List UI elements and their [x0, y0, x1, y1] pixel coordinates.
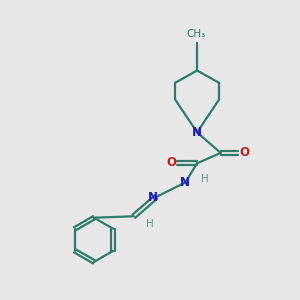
Text: O: O [239, 146, 249, 159]
Text: O: O [166, 156, 176, 169]
Text: CH₃: CH₃ [186, 29, 205, 39]
Text: H: H [146, 219, 154, 229]
Text: H: H [201, 174, 208, 184]
Text: N: N [192, 126, 202, 139]
Text: N: N [148, 190, 158, 204]
Text: N: N [180, 176, 190, 189]
